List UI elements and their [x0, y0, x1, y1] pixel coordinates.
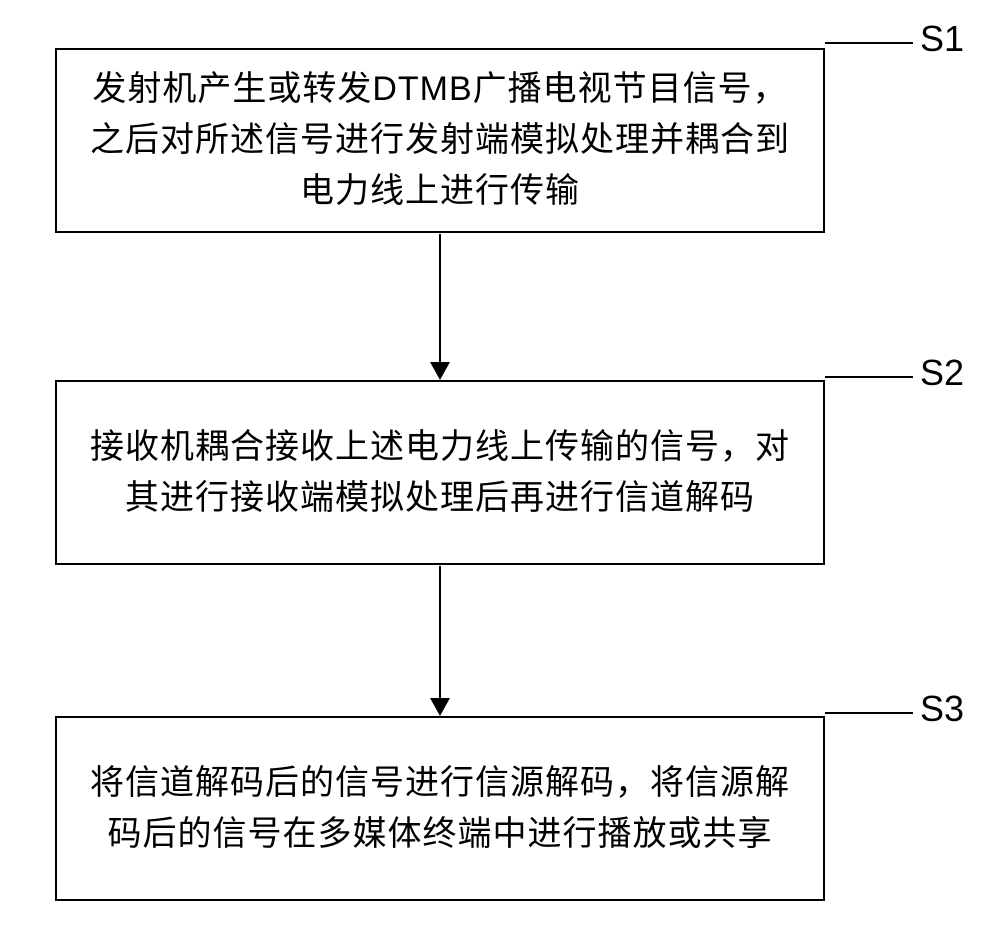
arrow-s1-to-s2: [430, 234, 450, 380]
connector-line-s3: [825, 712, 913, 714]
arrow-line: [439, 566, 441, 698]
step-label-s1: S1: [920, 18, 964, 60]
arrow-line: [439, 234, 441, 362]
arrow-s2-to-s3: [430, 566, 450, 716]
flowchart-step-s3: 将信道解码后的信号进行信源解码，将信源解码后的信号在多媒体终端中进行播放或共享: [55, 716, 825, 901]
step-text: 将信道解码后的信号进行信源解码，将信源解码后的信号在多媒体终端中进行播放或共享: [81, 758, 799, 860]
step-label-s2: S2: [920, 352, 964, 394]
step-text: 接收机耦合接收上述电力线上传输的信号，对其进行接收端模拟处理后再进行信道解码: [81, 422, 799, 524]
step-text: 发射机产生或转发DTMB广播电视节目信号，之后对所述信号进行发射端模拟处理并耦合…: [81, 64, 799, 217]
arrow-head-icon: [430, 362, 450, 380]
flowchart-container: 发射机产生或转发DTMB广播电视节目信号，之后对所述信号进行发射端模拟处理并耦合…: [0, 0, 1000, 925]
flowchart-step-s2: 接收机耦合接收上述电力线上传输的信号，对其进行接收端模拟处理后再进行信道解码: [55, 380, 825, 565]
connector-line-s2: [825, 376, 913, 378]
flowchart-step-s1: 发射机产生或转发DTMB广播电视节目信号，之后对所述信号进行发射端模拟处理并耦合…: [55, 48, 825, 233]
step-label-s3: S3: [920, 688, 964, 730]
connector-line-s1: [825, 42, 913, 44]
arrow-head-icon: [430, 698, 450, 716]
